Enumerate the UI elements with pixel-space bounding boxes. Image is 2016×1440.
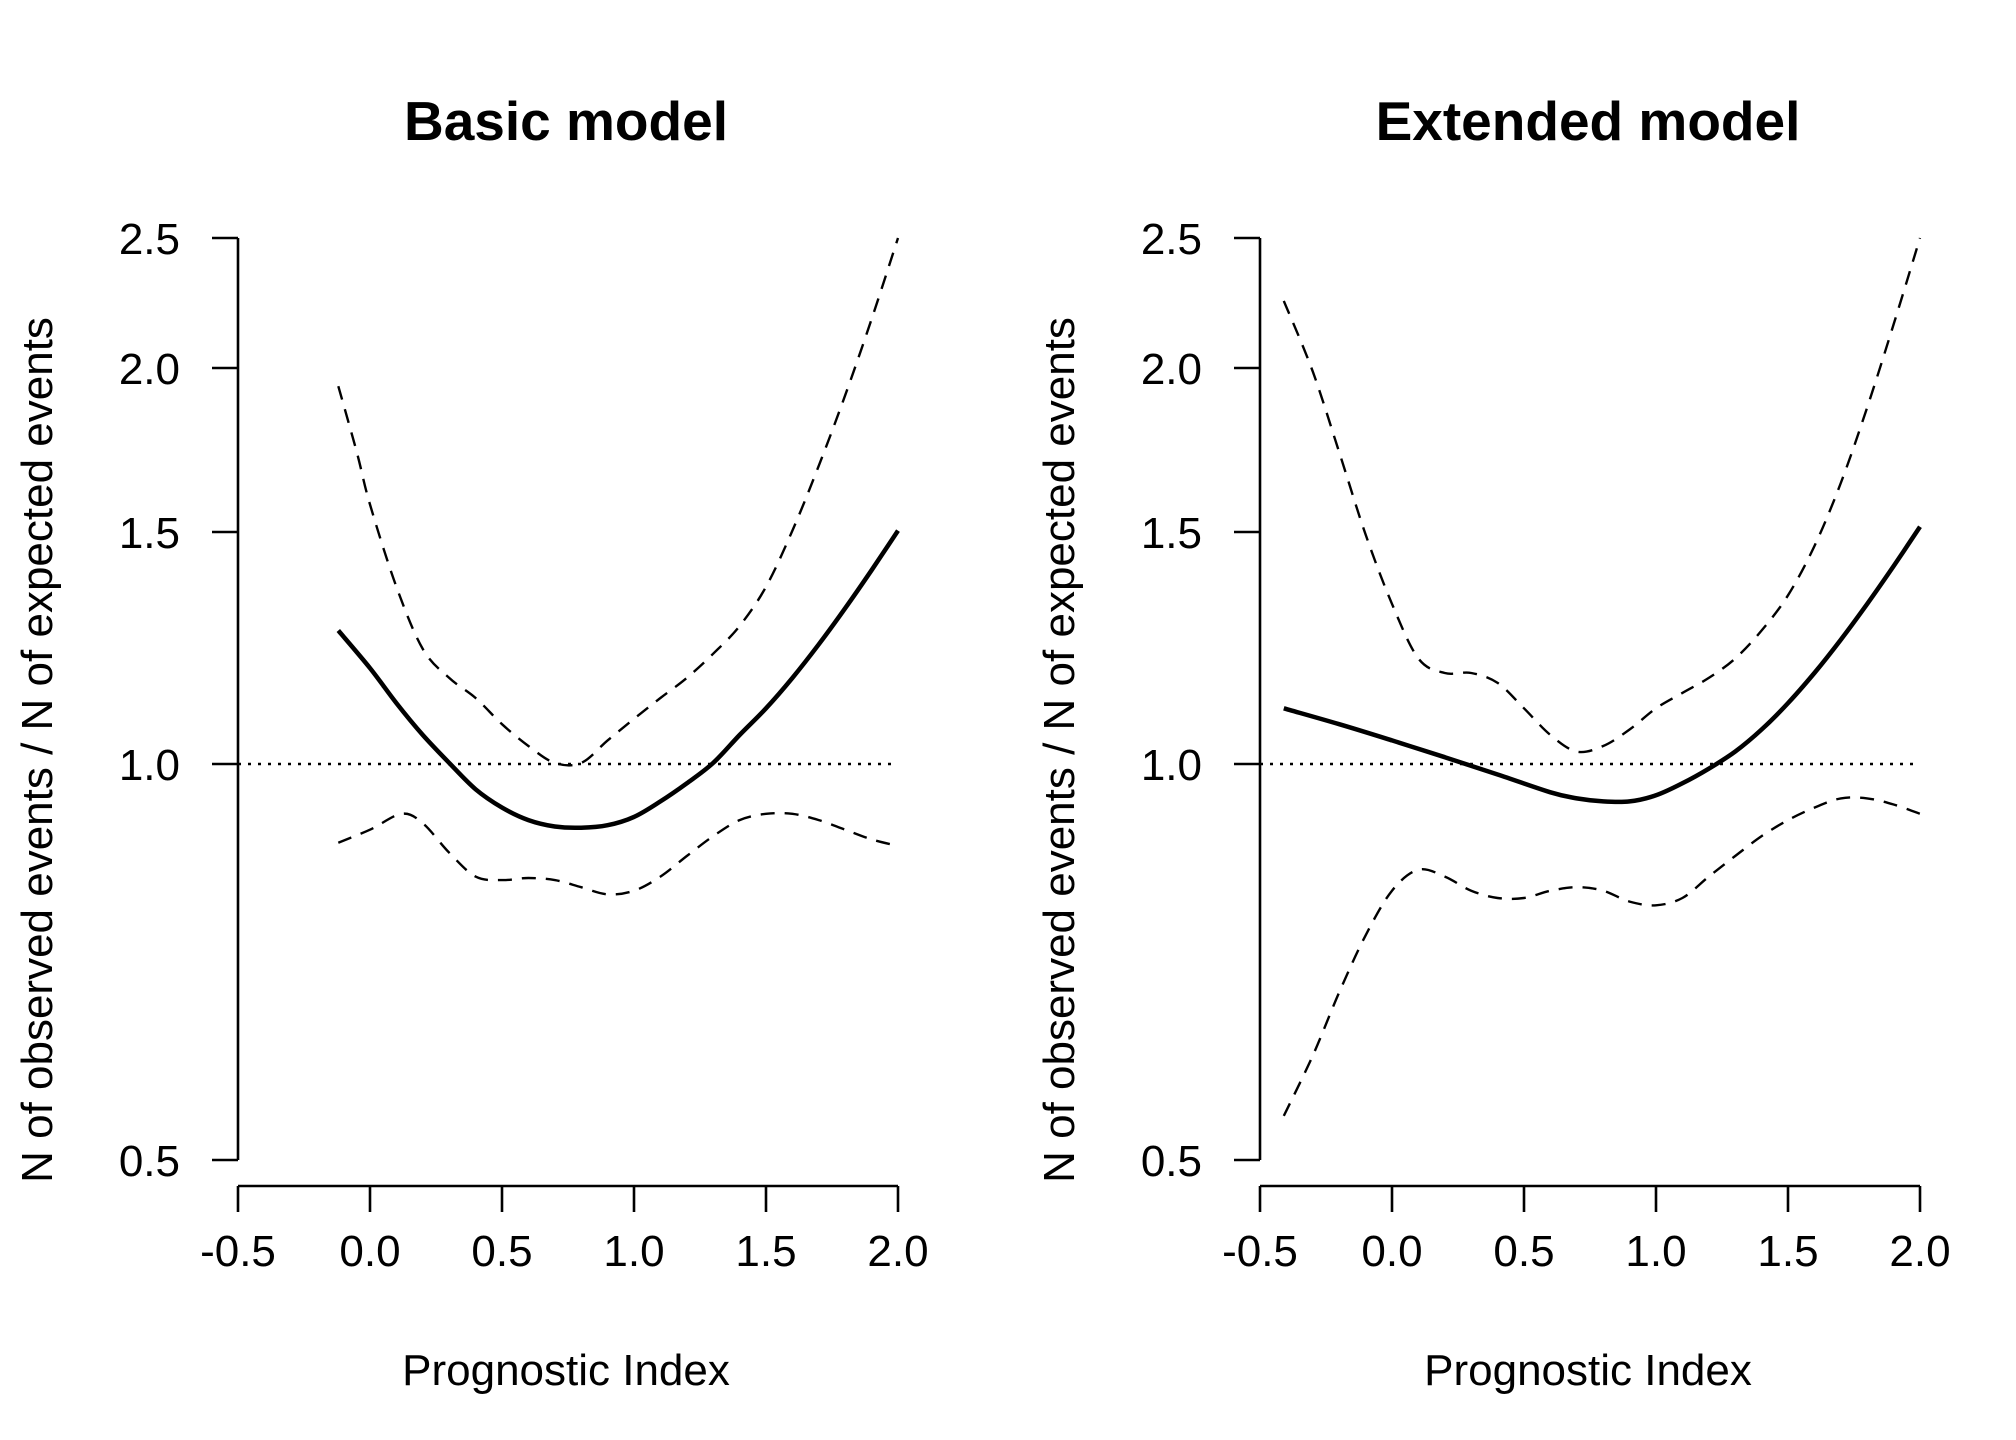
x-tick-label: 0.5 [471,1227,532,1276]
x-tick-label: 1.0 [1625,1227,1686,1276]
panel-basic-model: Basic model Prognostic Index N of observ… [13,90,929,1395]
x-tick-label: -0.5 [1222,1227,1298,1276]
x-tick-label: 1.5 [735,1227,796,1276]
y-tick-label: 0.5 [1141,1137,1202,1186]
upper-bound-line [337,237,900,767]
x-axis-label: Prognostic Index [1424,1346,1752,1395]
x-tick-label: 1.0 [603,1227,664,1276]
estimate-line [1283,525,1922,805]
y-tick-label: 1.5 [119,509,180,558]
y-tick-label: 2.0 [119,345,180,394]
x-tick-label: 1.5 [1757,1227,1818,1276]
y-tick-label: 2.5 [119,215,180,264]
panel-extended-model: Extended model Prognostic Index N of obs… [1035,90,1951,1395]
chart-title: Basic model [404,90,728,152]
lower-bound-line [1282,796,1921,1117]
estimate-line [336,529,900,831]
x-tick-label: 0.5 [1493,1227,1554,1276]
y-tick-label: 1.0 [1141,741,1202,790]
y-tick-label: 0.5 [119,1137,180,1186]
upper-bound-line [1282,237,1922,754]
chart-title: Extended model [1376,90,1801,152]
y-tick-label: 2.5 [1141,215,1202,264]
y-tick-label: 1.0 [119,741,180,790]
y-tick-label: 2.0 [1141,345,1202,394]
y-axis-label: N of observed events / N of expected eve… [1035,317,1084,1183]
x-tick-label: -0.5 [200,1227,276,1276]
x-axis-label: Prognostic Index [402,1346,730,1395]
x-tick-label: 2.0 [867,1227,928,1276]
y-axis-label: N of observed events / N of expected eve… [13,317,62,1183]
x-tick-label: 0.0 [339,1227,400,1276]
y-tick-label: 1.5 [1141,509,1202,558]
x-tick-label: 2.0 [1889,1227,1950,1276]
x-tick-label: 0.0 [1361,1227,1422,1276]
lower-bound-line [337,811,899,896]
